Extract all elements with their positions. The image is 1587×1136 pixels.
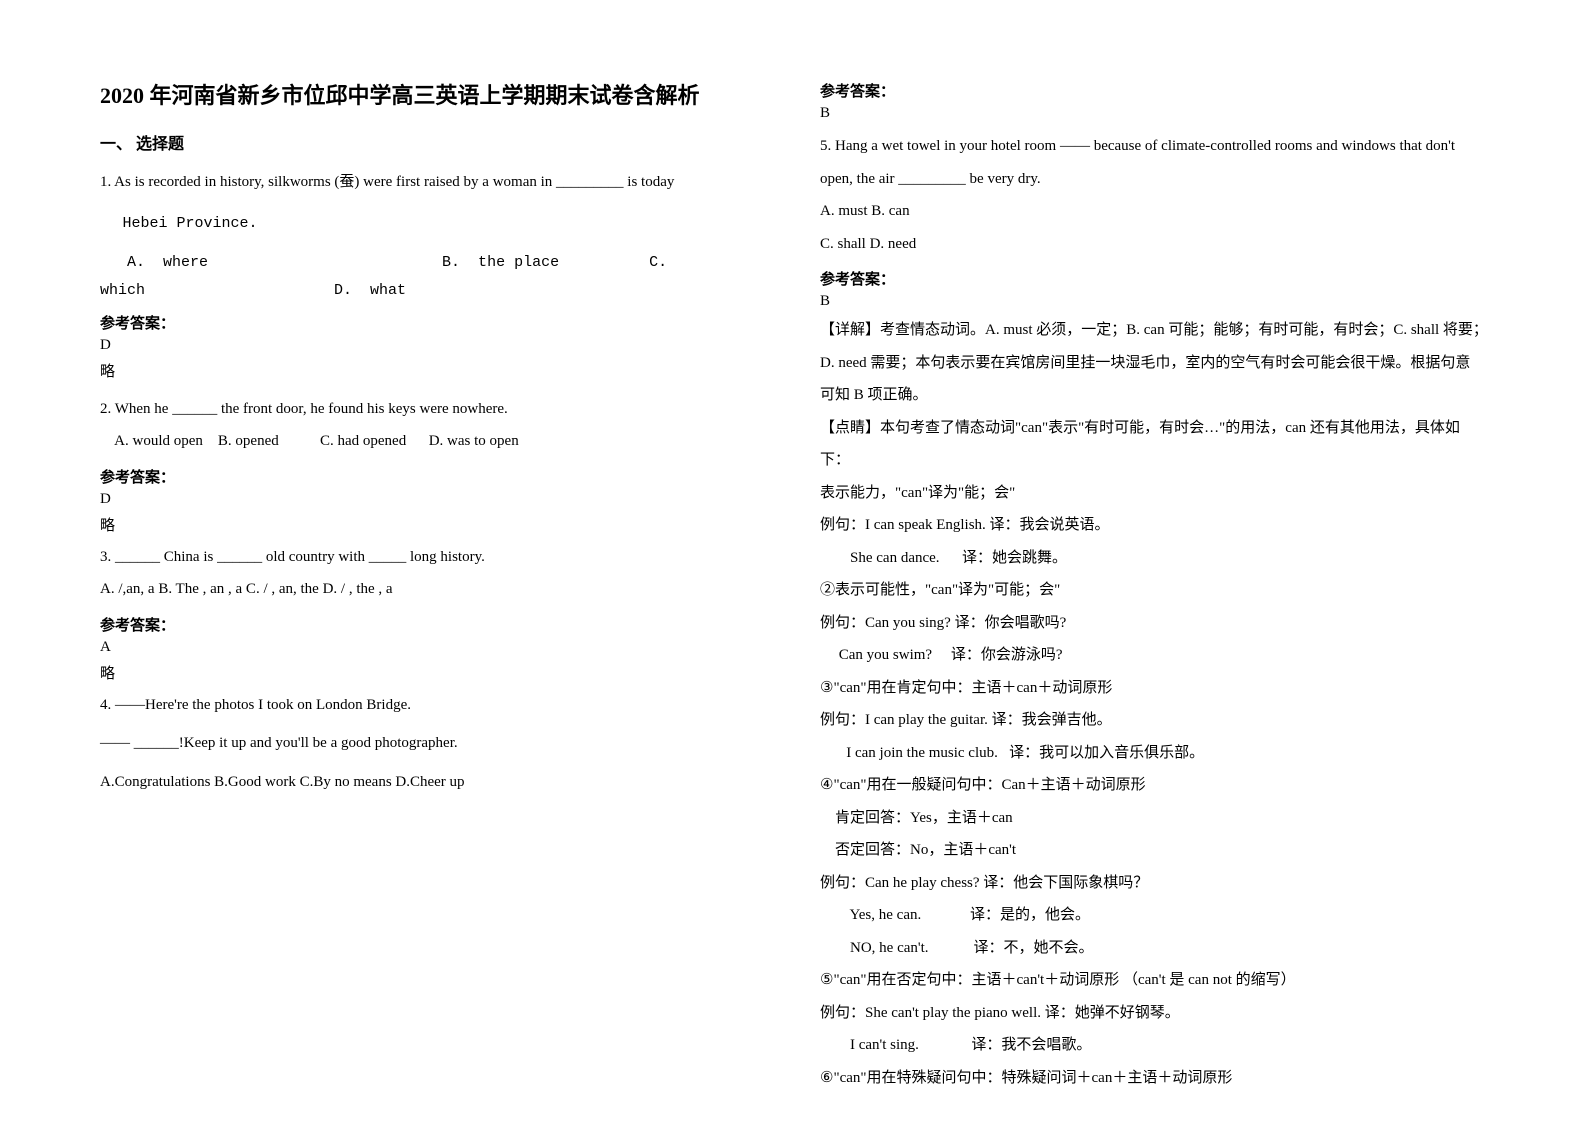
explain-l5: 下： (820, 446, 1500, 475)
page: 2020 年河南省新乡市位邱中学高三英语上学期期末试卷含解析 一、 选择题 1.… (0, 0, 1587, 1136)
q5-options-line2: C. shall D. need (820, 230, 1500, 259)
explain-l20: NO, he can't. 译：不，她不会。 (820, 934, 1500, 963)
explain-l7: 例句：I can speak English. 译：我会说英语。 (820, 511, 1500, 540)
q3-note: 略 (100, 662, 780, 683)
q4-answer-label: 参考答案： (820, 80, 1500, 101)
q2-options: A. would open B. opened C. had opened D.… (100, 427, 780, 456)
q3-stem: 3. ______ China is ______ old country wi… (100, 543, 780, 572)
q3-answer-label: 参考答案： (100, 614, 780, 635)
q4-stem-b: —— ______!Keep it up and you'll be a goo… (100, 729, 780, 758)
q4-answer: B (820, 105, 1500, 122)
q2-note: 略 (100, 514, 780, 535)
q1-answer: D (100, 337, 780, 354)
q2-stem: 2. When he ______ the front door, he fou… (100, 395, 780, 424)
explain-l13: 例句：I can play the guitar. 译：我会弹吉他。 (820, 706, 1500, 735)
q5-answer-label: 参考答案： (820, 268, 1500, 289)
q4-stem-a: 4. ——Here're the photos I took on London… (100, 691, 780, 720)
q3-answer: A (100, 639, 780, 656)
q5-stem-b: open, the air _________ be very dry. (820, 165, 1500, 194)
q3-options: A. /,an, a B. The , an , a C. / , an, th… (100, 575, 780, 604)
document-title: 2020 年河南省新乡市位邱中学高三英语上学期期末试卷含解析 (100, 80, 780, 112)
explain-l17: 否定回答：No，主语＋can't (820, 836, 1500, 865)
q1-options-line1: A. where B. the place C. (100, 249, 780, 278)
explain-l24: ⑥"can"用在特殊疑问句中：特殊疑问词＋can＋主语＋动词原形 (820, 1064, 1500, 1093)
explain-l6: 表示能力，"can"译为"能；会" (820, 479, 1500, 508)
explain-l4: 【点睛】本句考查了情态动词"can"表示"有时可能，有时会…"的用法，can 还… (820, 414, 1500, 443)
explain-l10: 例句：Can you sing? 译：你会唱歌吗? (820, 609, 1500, 638)
explain-l23: I can't sing. 译：我不会唱歌。 (820, 1031, 1500, 1060)
q5-stem-a: 5. Hang a wet towel in your hotel room —… (820, 132, 1500, 161)
explain-l16: 肯定回答：Yes，主语＋can (820, 804, 1500, 833)
q1-options-line2: which D. what (100, 277, 780, 306)
explain-l1: 【详解】考查情态动词。A. must 必须，一定；B. can 可能；能够；有时… (820, 316, 1500, 345)
explain-l3: 可知 B 项正确。 (820, 381, 1500, 410)
explain-l21: ⑤"can"用在否定句中：主语＋can't＋动词原形 （can't 是 can … (820, 966, 1500, 995)
left-column: 2020 年河南省新乡市位邱中学高三英语上学期期末试卷含解析 一、 选择题 1.… (100, 80, 780, 1096)
explain-l11: Can you swim? 译：你会游泳吗? (820, 641, 1500, 670)
explain-l14: I can join the music club. 译：我可以加入音乐俱乐部。 (820, 739, 1500, 768)
q5-answer: B (820, 293, 1500, 310)
explain-l19: Yes, he can. 译：是的，他会。 (820, 901, 1500, 930)
explain-l2: D. need 需要；本句表示要在宾馆房间里挂一块湿毛巾，室内的空气有时会可能会… (820, 349, 1500, 378)
section-heading: 一、 选择题 (100, 130, 780, 154)
q1-answer-label: 参考答案： (100, 312, 780, 333)
explain-l8: She can dance. 译：她会跳舞。 (820, 544, 1500, 573)
q4-options: A.Congratulations B.Good work C.By no me… (100, 768, 780, 797)
explain-l9: ②表示可能性，"can"译为"可能；会" (820, 576, 1500, 605)
explain-l12: ③"can"用在肯定句中：主语＋can＋动词原形 (820, 674, 1500, 703)
explain-l15: ④"can"用在一般疑问句中：Can＋主语＋动词原形 (820, 771, 1500, 800)
q1-stem-a: 1. As is recorded in history, silkworms … (100, 168, 780, 197)
explain-l22: 例句：She can't play the piano well. 译：她弹不好… (820, 999, 1500, 1028)
q5-options-line1: A. must B. can (820, 197, 1500, 226)
q2-answer-label: 参考答案： (100, 466, 780, 487)
q1-stem-b: Hebei Province. (100, 210, 780, 239)
q1-note: 略 (100, 360, 780, 381)
q2-answer: D (100, 491, 780, 508)
right-column: 参考答案： B 5. Hang a wet towel in your hote… (820, 80, 1500, 1096)
explain-l18: 例句：Can he play chess? 译：他会下国际象棋吗？ (820, 869, 1500, 898)
